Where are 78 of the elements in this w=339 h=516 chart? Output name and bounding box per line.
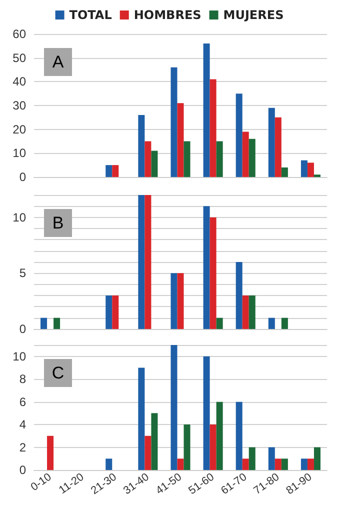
- bar: [177, 458, 184, 470]
- bar: [242, 132, 249, 177]
- bar: [210, 217, 216, 329]
- bar: [216, 318, 223, 329]
- bar: [144, 195, 152, 329]
- bar: [248, 138, 256, 177]
- bar: [268, 318, 275, 329]
- bar: [170, 273, 178, 329]
- bar: [203, 44, 210, 177]
- bar: [203, 206, 210, 329]
- bar: [170, 67, 178, 177]
- bar: [151, 150, 158, 177]
- bar: [268, 108, 275, 177]
- y-tick-label: 4: [19, 418, 26, 432]
- annotation: C: [52, 364, 64, 382]
- y-tick-label: 40: [12, 74, 26, 89]
- bar: [236, 94, 242, 177]
- bar: [274, 458, 282, 470]
- y-tick-label: 2: [19, 440, 26, 454]
- bar: [144, 436, 152, 470]
- bar: [281, 458, 288, 470]
- bar: [242, 458, 249, 470]
- bar: [242, 296, 249, 329]
- y-tick-label: 6: [19, 394, 26, 409]
- bar: [138, 115, 145, 177]
- bar: [268, 447, 275, 470]
- y-tick-label: 0: [19, 322, 26, 336]
- bar: [47, 436, 54, 470]
- y-tick-label: 0: [19, 170, 26, 184]
- y-tick-label: 20: [12, 122, 26, 136]
- bar: [106, 165, 112, 177]
- bar: [300, 160, 308, 177]
- y-tick-label: 10: [12, 146, 26, 160]
- y-tick-label: 5: [19, 266, 26, 280]
- bar: [300, 458, 308, 470]
- y-tick-label: 50: [12, 50, 26, 65]
- bar: [138, 368, 145, 470]
- bar: [177, 103, 184, 177]
- bar: [170, 345, 178, 470]
- bar: [210, 424, 216, 470]
- bar: [144, 141, 152, 177]
- bar: [236, 262, 242, 329]
- bar: [307, 162, 314, 177]
- bar: [281, 167, 288, 177]
- bar: [177, 273, 184, 329]
- legend-label: HOMBRES: [134, 8, 202, 22]
- bar: [307, 458, 314, 470]
- annotation: B: [52, 214, 64, 232]
- annotation: A: [52, 52, 64, 72]
- y-tick-label: 30: [12, 98, 26, 112]
- bar: [216, 141, 223, 177]
- legend-label: MUJERES: [223, 8, 284, 22]
- bar: [106, 458, 112, 470]
- bar: [248, 447, 256, 470]
- bar: [184, 424, 190, 470]
- bar: [236, 402, 242, 470]
- y-tick-label: 10: [12, 210, 26, 224]
- bar: [274, 117, 282, 177]
- x-tick-label: 0-10: [28, 471, 54, 494]
- y-tick-label: 0: [19, 463, 26, 477]
- bar: [216, 402, 223, 470]
- bar: [112, 165, 119, 177]
- bar: [112, 296, 119, 329]
- bar: [210, 79, 216, 177]
- bar: [203, 356, 210, 470]
- bar: [151, 413, 158, 470]
- bar: [281, 318, 288, 329]
- bar: [138, 195, 145, 329]
- bar: [248, 296, 256, 329]
- bar: [106, 296, 112, 329]
- y-tick-label: 10: [12, 349, 26, 364]
- bar: [184, 141, 190, 177]
- bar: [314, 447, 320, 470]
- y-tick-label: 60: [12, 27, 26, 41]
- bar: [40, 318, 48, 329]
- legend-label: TOTAL: [69, 8, 112, 22]
- y-tick-label: 8: [19, 372, 26, 386]
- bar: [54, 318, 60, 329]
